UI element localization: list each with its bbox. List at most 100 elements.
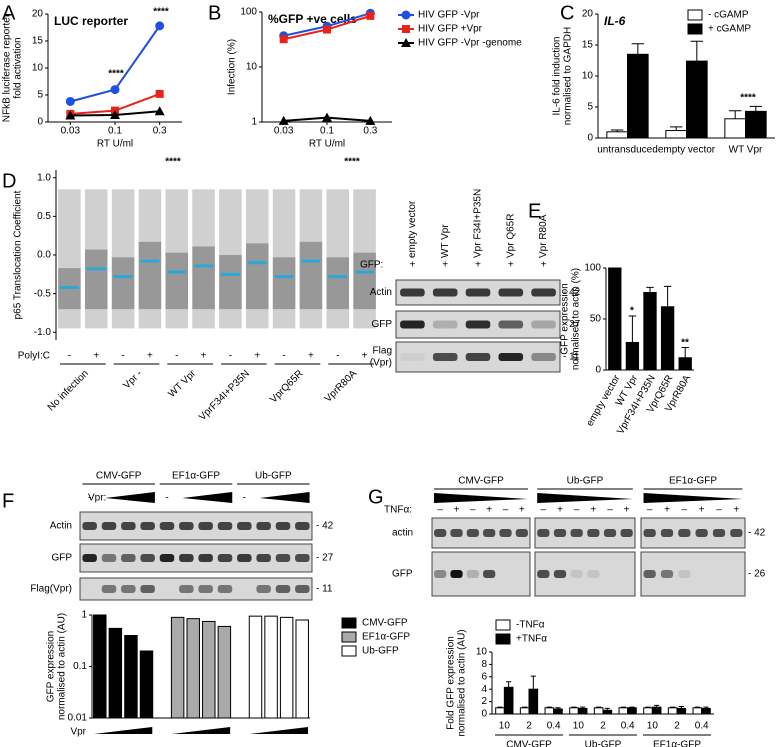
blot-frame <box>640 517 746 549</box>
treatment-mark: – <box>470 505 476 516</box>
y-axis-label: p65 Translocation Coefficient <box>13 190 24 319</box>
group-label: VprR80A <box>323 368 360 405</box>
band <box>121 585 136 593</box>
band <box>434 529 447 537</box>
lane-label: WT Vpr <box>440 224 451 258</box>
size-label: - 42 <box>563 287 581 298</box>
dot-cloud <box>192 189 215 329</box>
x-tick-label: 0.03 <box>274 126 294 137</box>
dot-core <box>326 257 350 310</box>
x-tick-label: - <box>68 351 71 362</box>
band <box>217 522 233 530</box>
y-tick-label: 10 <box>582 71 594 82</box>
band <box>217 554 233 562</box>
y-tick-label: 0 <box>37 117 43 128</box>
y-tick-label: 2 <box>481 696 487 707</box>
y-tick-label: 0.01 <box>68 713 88 724</box>
y-tick-label: 5 <box>37 90 43 101</box>
dot-cloud <box>84 189 108 329</box>
x-tick-label: 0.4 <box>547 721 561 732</box>
bar <box>667 707 678 715</box>
treatment-mark: - <box>243 493 246 504</box>
band <box>660 529 674 537</box>
band <box>217 585 233 593</box>
error-bar <box>629 706 635 708</box>
wedge <box>182 492 233 503</box>
x-tick-label: 0.1 <box>108 126 122 137</box>
treatment-mark: + <box>664 505 670 516</box>
error-bar <box>749 105 763 112</box>
y-axis-label: GFP expression <box>560 283 571 355</box>
bar <box>495 707 505 715</box>
y-axis-label: IL-6 fold induction <box>552 37 563 116</box>
treatment-mark: – <box>437 505 443 516</box>
y-tick-label: 0.0 <box>37 250 51 261</box>
band <box>450 570 463 578</box>
marker <box>402 25 410 33</box>
treatment-mark: + <box>486 505 492 516</box>
wedge <box>434 493 528 503</box>
band <box>82 554 97 562</box>
y-tick-label: 5 <box>587 102 593 113</box>
row-label: GFP <box>392 569 413 580</box>
treatment-mark: – <box>716 505 722 516</box>
band <box>432 320 458 329</box>
band <box>465 288 491 297</box>
annotation: **** <box>108 69 124 80</box>
band <box>400 288 425 297</box>
x-tick-label: - <box>175 351 178 362</box>
dot-cloud <box>245 189 269 329</box>
band <box>275 585 291 593</box>
error-bar <box>610 129 624 132</box>
error-bar <box>678 706 684 709</box>
x-tick-label: WT Vpr <box>729 145 763 156</box>
treatment-mark: – <box>682 505 688 516</box>
error-bar <box>571 706 577 708</box>
y-tick-label: 8 <box>481 659 487 670</box>
treatment-mark: + <box>733 505 739 516</box>
wedge <box>94 727 153 734</box>
error-bar <box>646 286 654 293</box>
band <box>553 570 567 578</box>
marker <box>366 11 375 20</box>
x-tick-label: - <box>229 351 232 362</box>
annotation: **** <box>165 157 181 168</box>
x-tick-label: - <box>282 351 285 362</box>
band <box>678 570 691 578</box>
bar <box>627 53 649 139</box>
x-axis-label: Vpr <box>70 727 86 738</box>
lane-label: Vpr F34I+P35N <box>473 189 484 258</box>
band <box>432 353 458 361</box>
wedge <box>643 493 743 503</box>
bar <box>569 707 579 715</box>
band <box>465 320 491 329</box>
marker <box>155 89 164 98</box>
band <box>256 585 271 593</box>
blot-frame <box>79 577 313 601</box>
dot-core <box>299 241 323 310</box>
annotation: **** <box>344 157 360 168</box>
bar <box>93 614 107 719</box>
y-tick-label: -1.0 <box>34 327 52 338</box>
band <box>730 529 743 537</box>
legend-label: + cGAMP <box>708 24 751 35</box>
group-label: EF1α-GFP <box>669 476 717 487</box>
y-tick-label: 4 <box>481 684 487 695</box>
band <box>400 353 425 361</box>
x-tick-label: 2 <box>600 721 606 732</box>
x-tick-label: 0.4 <box>621 721 635 732</box>
panel-letter: G <box>368 486 384 508</box>
x-axis-label: RT U/ml <box>97 139 133 150</box>
y-tick-label: -0.5 <box>34 288 52 299</box>
row-label: Actin <box>50 521 72 532</box>
marker <box>278 115 289 125</box>
band <box>483 529 496 537</box>
y-tick-label: 100 <box>240 7 257 18</box>
band <box>695 529 708 537</box>
error-bar <box>645 706 651 708</box>
band <box>553 529 567 537</box>
band <box>237 554 252 562</box>
y-tick-label: 20 <box>582 9 594 20</box>
dot-cloud <box>272 189 296 329</box>
